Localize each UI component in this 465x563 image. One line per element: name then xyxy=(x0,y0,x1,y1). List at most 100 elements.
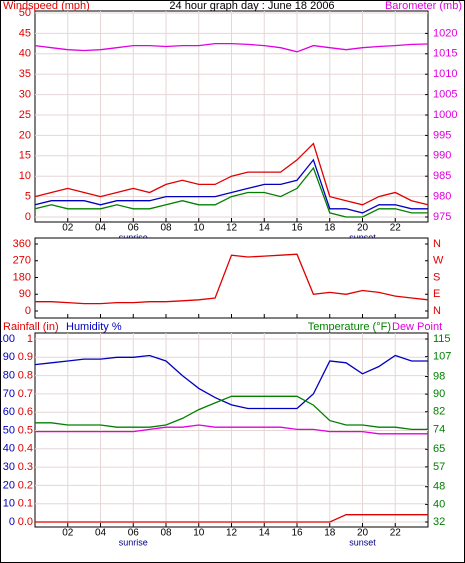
y3-tick-label: 0.0 xyxy=(18,516,33,528)
y2-tick-label: 82 xyxy=(433,406,445,418)
y-tick-label: 30 xyxy=(3,461,15,473)
y2-tick-label: 48 xyxy=(433,481,445,493)
annotation: sunset xyxy=(349,537,376,547)
y-tick-label: 20 xyxy=(19,129,31,141)
x-tick-label: 06 xyxy=(128,528,140,539)
y2-tick-label: 985 xyxy=(433,170,451,182)
series-name: Temperature (°F) xyxy=(308,321,391,333)
y-tick-label: 40 xyxy=(3,443,15,455)
x-tick-label: 18 xyxy=(324,223,336,234)
y2-tick-label: S xyxy=(433,271,440,283)
series-line xyxy=(35,424,428,435)
annotation: sunrise xyxy=(119,537,148,547)
y-tick-label: 20 xyxy=(3,479,15,491)
y-tick-label: 180 xyxy=(13,271,31,283)
x-tick-label: 12 xyxy=(226,528,238,539)
y-tick-label: 0 xyxy=(25,305,31,317)
y2-tick-label: N xyxy=(433,305,441,317)
y2-tick-label: E xyxy=(433,288,440,300)
x-tick-label: 04 xyxy=(95,223,107,234)
y-tick-label: 45 xyxy=(19,27,31,39)
y2-tick-label: 57 xyxy=(433,461,445,473)
y-tick-label: 0 xyxy=(25,211,31,223)
y3-tick-label: 0.3 xyxy=(18,461,33,473)
y3-tick-label: 0.7 xyxy=(18,388,33,400)
y-tick-label: 60 xyxy=(3,406,15,418)
chart-title: 24 hour graph day : June 18 2006 xyxy=(169,0,334,12)
x-tick-label: 20 xyxy=(357,528,369,539)
series-line xyxy=(35,253,429,305)
y-tick-label: 100 xyxy=(0,333,15,345)
y-tick-label: 270 xyxy=(13,255,31,267)
x-tick-label: 02 xyxy=(62,528,74,539)
y2-tick-label: 90 xyxy=(433,388,445,400)
y2-tick-label: 40 xyxy=(433,498,445,510)
y-tick-label: 50 xyxy=(19,7,31,19)
x-tick-label: 08 xyxy=(160,223,172,234)
y2-tick-label: 115 xyxy=(433,333,451,345)
x-tick-label: 18 xyxy=(324,528,336,539)
y3-tick-label: 0.5 xyxy=(18,424,33,436)
y2-tick-label: N xyxy=(433,238,441,250)
plot-frame xyxy=(34,237,429,319)
y2-tick-label: W xyxy=(433,255,444,267)
x-tick-label: 06 xyxy=(128,223,140,234)
annotation: sunrise xyxy=(119,232,148,242)
y2-tick-label: 995 xyxy=(433,129,451,141)
x-tick-label: 12 xyxy=(226,223,238,234)
x-tick-label: 22 xyxy=(390,528,402,539)
y3-tick-label: 0.2 xyxy=(18,479,33,491)
y3-tick-label: 0.4 xyxy=(18,443,33,455)
x-tick-label: 02 xyxy=(62,223,74,234)
y3-tick-label: 0.6 xyxy=(18,406,33,418)
x-tick-label: 14 xyxy=(259,223,271,234)
x-tick-label: 16 xyxy=(291,223,303,234)
y-tick-label: 5 xyxy=(25,191,31,203)
x-tick-label: 16 xyxy=(291,528,303,539)
series-line xyxy=(35,514,428,523)
x-tick-label: 14 xyxy=(259,528,271,539)
y-tick-label: 50 xyxy=(3,424,15,436)
series-name: Dew Point xyxy=(392,321,442,333)
y2-tick-label: 65 xyxy=(433,443,445,455)
y-tick-label: 0 xyxy=(9,516,15,528)
y2-tick-label: 1005 xyxy=(433,89,457,101)
x-tick-label: 10 xyxy=(193,528,205,539)
y-tick-label: 25 xyxy=(19,109,31,121)
y-tick-label: 15 xyxy=(19,150,31,162)
y-tick-label: 90 xyxy=(19,288,31,300)
series-line xyxy=(34,42,429,53)
y3-tick-label: 0.8 xyxy=(18,370,33,382)
y3-tick-label: 1 xyxy=(27,333,33,345)
y-tick-label: 10 xyxy=(19,170,31,182)
y3-tick-label: 0.1 xyxy=(18,498,33,510)
annotation: sunset xyxy=(349,232,376,242)
y-tick-label: 30 xyxy=(19,89,31,101)
y2-tick-label: 980 xyxy=(433,191,451,203)
x-tick-label: 04 xyxy=(95,528,107,539)
y-tick-label: 90 xyxy=(3,351,15,363)
y-axis-label: Windspeed (mph) xyxy=(3,0,90,12)
y2-axis-label: Barometer (mb) xyxy=(385,0,462,12)
y2-tick-label: 990 xyxy=(433,150,451,162)
series-line xyxy=(34,354,428,410)
y2-tick-label: 74 xyxy=(433,423,445,435)
y2-tick-label: 975 xyxy=(433,211,451,223)
y3-tick-label: 0.9 xyxy=(18,351,33,363)
y-tick-label: 70 xyxy=(3,388,15,400)
x-tick-label: 20 xyxy=(357,223,369,234)
y2-tick-label: 1010 xyxy=(433,68,457,80)
y-tick-label: 360 xyxy=(13,238,31,250)
y-tick-label: 40 xyxy=(19,48,31,60)
x-tick-label: 08 xyxy=(160,528,172,539)
y2-tick-label: 1000 xyxy=(433,109,457,121)
y2-tick-label: 98 xyxy=(433,370,445,382)
series-line xyxy=(34,166,428,218)
x-tick-label: 10 xyxy=(193,223,205,234)
y2-tick-label: 32 xyxy=(433,516,445,528)
y-tick-label: 80 xyxy=(3,370,15,382)
series-line xyxy=(35,395,428,431)
y2-tick-label: 1020 xyxy=(433,27,457,39)
y-tick-label: 35 xyxy=(19,68,31,80)
